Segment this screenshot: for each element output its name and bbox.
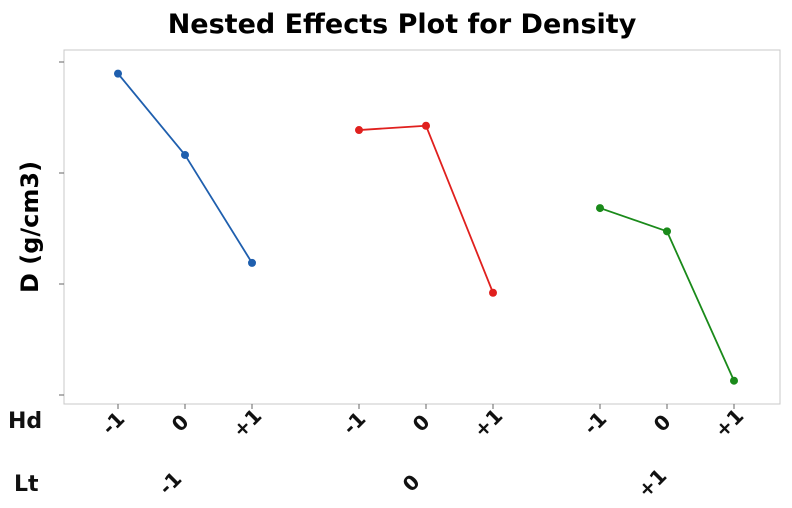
point-group-2-0 xyxy=(596,204,604,213)
hd-tick-label-2-0: -1 xyxy=(579,407,612,440)
hd-tick-label-0-1: 0 xyxy=(167,410,194,437)
hd-tick-label-0-0: -1 xyxy=(97,407,130,440)
plot-frame xyxy=(63,49,781,405)
point-group-1-1 xyxy=(422,121,430,130)
hd-tick-label-2-1: 0 xyxy=(649,410,676,437)
hd-row-label: Hd xyxy=(8,409,42,434)
hd-tick-label-1-0: -1 xyxy=(338,407,371,440)
series-line-group-0 xyxy=(117,73,253,264)
hd-tick-label-0-2: +1 xyxy=(228,404,267,443)
point-group-1-0 xyxy=(355,126,363,135)
hd-tick-label-1-2: +1 xyxy=(469,404,508,443)
point-group-2-2 xyxy=(730,376,738,385)
hd-tick-label-2-2: +1 xyxy=(710,404,749,443)
lt-tick-label-1: 0 xyxy=(398,470,425,497)
lt-tick-label-2: +1 xyxy=(633,464,672,503)
point-group-0-1 xyxy=(181,150,189,159)
point-group-0-0 xyxy=(114,69,122,78)
x-tick-labels: -1 0 +1 -1 -1 0 +1 0 -1 0 +1 +1 xyxy=(97,404,749,503)
y-axis-label: D (g/cm3) xyxy=(16,161,44,293)
point-group-0-2 xyxy=(248,258,256,267)
hd-tick-label-1-1: 0 xyxy=(408,410,435,437)
point-group-2-1 xyxy=(663,227,671,236)
lt-row-label: Lt xyxy=(14,472,39,497)
series-line-group-1 xyxy=(358,124,494,294)
y-axis xyxy=(59,61,64,396)
point-group-1-2 xyxy=(489,288,497,297)
lt-tick-label-0: -1 xyxy=(154,467,187,500)
chart-title: Nested Effects Plot for Density xyxy=(168,9,637,40)
chart-marks xyxy=(114,69,738,409)
